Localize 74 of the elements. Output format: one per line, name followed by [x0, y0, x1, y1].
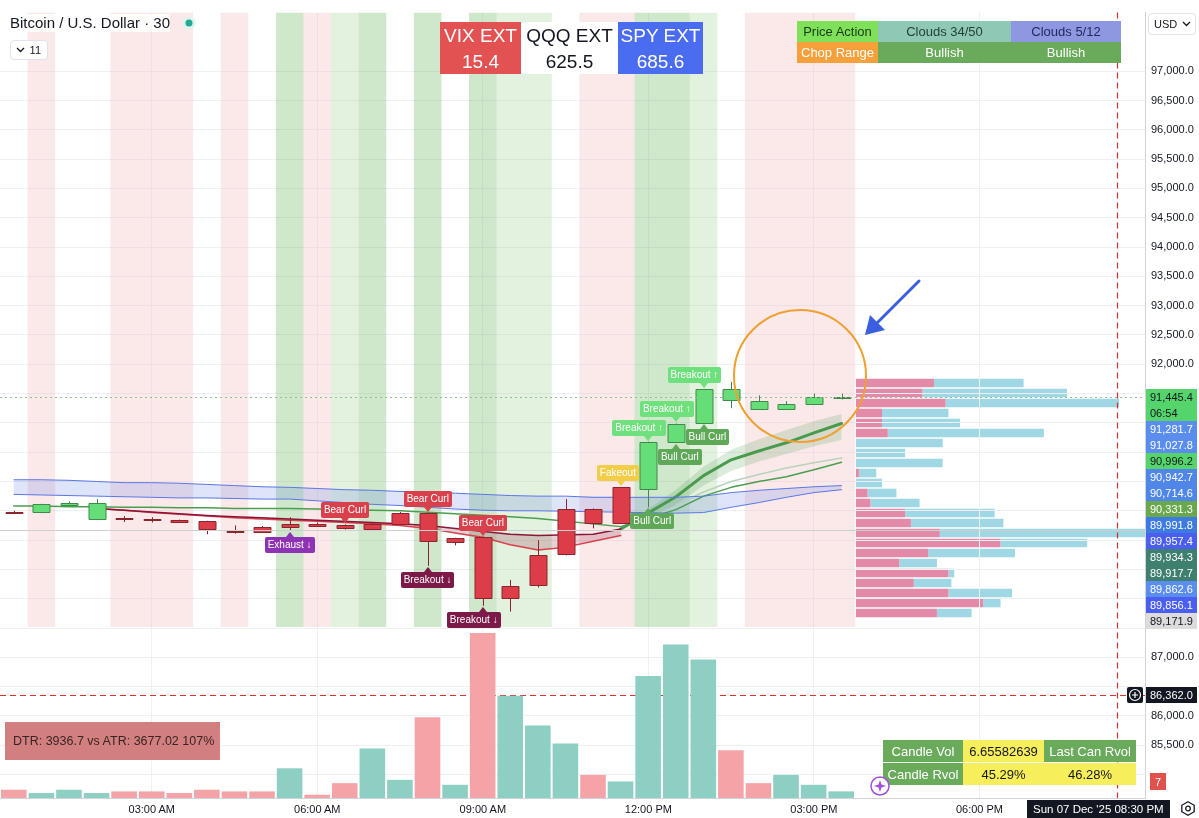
text: 89,862.6 — [1146, 580, 1197, 597]
dropdown-button: 11 — [10, 40, 48, 60]
x-tick-label: 03:00 AM — [128, 802, 175, 815]
annotation: Breakout ↑ — [667, 366, 722, 383]
x-tick-label: 06:00 AM — [294, 802, 341, 815]
annotation: VIX EXT — [440, 22, 521, 49]
y-tick-label: 95,000.0 — [1151, 181, 1194, 194]
y-tick-label: 85,500.0 — [1151, 738, 1194, 751]
y-tick-label: 96,500.0 — [1151, 93, 1194, 106]
text: 89,957.4 — [1146, 532, 1197, 549]
annotation: Candle Rvol — [883, 763, 963, 785]
y-tick-label: 92,500.0 — [1151, 328, 1194, 340]
annotation: 6.65582639 — [963, 740, 1044, 762]
x-tick-label: 03:00 PM — [790, 802, 838, 815]
annotation: 625.5 — [521, 49, 618, 74]
chart-title: Bitcoin / U.S. Dollar · 30 — [10, 14, 171, 32]
annotation: Bullish — [1011, 42, 1121, 63]
annotation: Breakout ↓ — [446, 611, 501, 628]
annotation: Bear Curl — [458, 514, 508, 531]
y-tick-label: 95,500.0 — [1151, 152, 1194, 165]
text: 90,996.2 — [1146, 452, 1197, 469]
text: 06:54 — [1146, 404, 1197, 421]
annotation: 45.29% — [963, 763, 1044, 785]
annotation: QQQ EXT — [521, 22, 618, 49]
annotation: Breakout ↓ — [400, 571, 455, 588]
annotation: Bull Curl — [630, 513, 675, 530]
annotation: DTR: 3936.7 vs ATR: 3677.02 107% — [5, 722, 220, 760]
x-tick-label: 09:00 AM — [459, 802, 507, 815]
annotation: 46.28% — [1044, 763, 1136, 785]
annotation: Fakeout — [596, 465, 639, 482]
annotation: 685.6 — [618, 49, 703, 74]
y-tick-label: 93,000.0 — [1151, 298, 1194, 311]
annotation: Bull Curl — [685, 429, 730, 446]
text: 89,991.8 — [1146, 516, 1197, 533]
text: 90,714.6 — [1146, 484, 1197, 501]
text: 89,917.7 — [1146, 564, 1197, 581]
annotation: Chop Range — [797, 42, 878, 63]
y-tick-label: 92,000.0 — [1151, 357, 1194, 370]
annotation: Bear Curl — [320, 502, 370, 519]
ref-line-label: 86,362.0 — [1146, 686, 1197, 703]
annotation: Candle Vol — [883, 740, 963, 762]
annotation: SPY EXT — [618, 22, 703, 49]
text: 90,942.7 — [1146, 468, 1197, 485]
y-tick-label: 97,000.0 — [1151, 64, 1194, 77]
text: 89,856.1 — [1146, 596, 1197, 613]
text: 7 — [1150, 773, 1166, 790]
y-tick-label: 94,500.0 — [1151, 210, 1194, 223]
annotation: Exhaust ↓ — [264, 536, 315, 553]
text: 90,331.3 — [1146, 500, 1197, 517]
ref-line-label: 91,445.4 — [1146, 388, 1197, 405]
text: 91,281.7 — [1146, 420, 1197, 437]
annotation: Clouds 5/12 — [1011, 21, 1121, 42]
annotation: Breakout ↑ — [612, 419, 667, 436]
y-tick-label: 93,500.0 — [1151, 269, 1194, 282]
annotation: Clouds 34/50 — [878, 21, 1011, 42]
text: 91,027.8 — [1146, 436, 1197, 453]
text: 89,171.9 — [1146, 612, 1197, 629]
x-tick-label: 12:00 PM — [624, 802, 672, 815]
ref-line-label: Sun 07 Dec '25 08:30 PM — [1027, 800, 1170, 818]
y-tick-label: 86,000.0 — [1151, 708, 1194, 721]
annotation: Price Action — [797, 21, 878, 42]
annotation: Last Can Rvol — [1044, 740, 1136, 762]
y-tick-label: 96,000.0 — [1151, 122, 1194, 135]
annotation: Bullish — [878, 42, 1011, 63]
dropdown-button: USD — [1148, 13, 1196, 35]
y-tick-label: 94,000.0 — [1151, 240, 1194, 253]
annotation: 11 — [29, 43, 41, 58]
annotation: Bull Curl — [657, 448, 702, 465]
annotation: Bear Curl — [403, 490, 452, 507]
y-tick-label: 87,000.0 — [1151, 650, 1194, 663]
text: 89,934.3 — [1146, 548, 1197, 565]
annotation: 15.4 — [440, 49, 521, 74]
annotation: Breakout ↑ — [639, 401, 694, 418]
x-tick-label: 06:00 PM — [955, 802, 1003, 815]
